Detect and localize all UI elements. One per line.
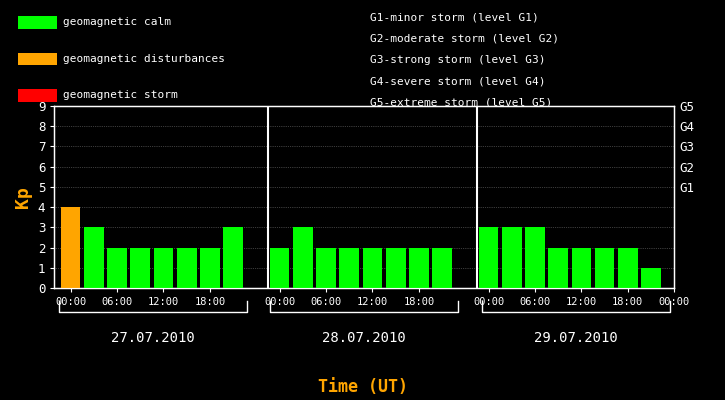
Bar	[177, 248, 196, 288]
Text: 27.07.2010: 27.07.2010	[111, 330, 195, 344]
Text: G3-strong storm (level G3): G3-strong storm (level G3)	[370, 55, 545, 65]
Bar	[107, 248, 127, 288]
Bar	[17, 53, 57, 65]
Bar	[200, 248, 220, 288]
Bar	[130, 248, 150, 288]
Text: G2-moderate storm (level G2): G2-moderate storm (level G2)	[370, 34, 558, 44]
Bar	[316, 248, 336, 288]
Bar	[17, 16, 57, 29]
Bar	[571, 248, 592, 288]
Bar	[362, 248, 382, 288]
Bar	[270, 248, 289, 288]
Bar	[223, 227, 243, 288]
Text: G1-minor storm (level G1): G1-minor storm (level G1)	[370, 13, 539, 23]
Bar	[154, 248, 173, 288]
Bar	[641, 268, 661, 288]
Bar	[61, 207, 80, 288]
Bar	[84, 227, 104, 288]
Bar	[478, 227, 498, 288]
Text: geomagnetic calm: geomagnetic calm	[63, 17, 171, 27]
Bar	[618, 248, 638, 288]
Bar	[409, 248, 428, 288]
Bar	[502, 227, 521, 288]
Text: geomagnetic disturbances: geomagnetic disturbances	[63, 54, 225, 64]
Bar	[548, 248, 568, 288]
Bar	[293, 227, 312, 288]
Bar	[17, 89, 57, 102]
Bar	[386, 248, 405, 288]
Bar	[432, 248, 452, 288]
Text: G4-severe storm (level G4): G4-severe storm (level G4)	[370, 76, 545, 86]
Text: Time (UT): Time (UT)	[318, 378, 407, 396]
Text: 29.07.2010: 29.07.2010	[534, 330, 618, 344]
Bar	[339, 248, 359, 288]
Text: G5-extreme storm (level G5): G5-extreme storm (level G5)	[370, 97, 552, 107]
Bar	[594, 248, 615, 288]
Bar	[525, 227, 544, 288]
Text: geomagnetic storm: geomagnetic storm	[63, 90, 178, 100]
Y-axis label: Kp: Kp	[14, 186, 33, 208]
Text: 28.07.2010: 28.07.2010	[323, 330, 406, 344]
